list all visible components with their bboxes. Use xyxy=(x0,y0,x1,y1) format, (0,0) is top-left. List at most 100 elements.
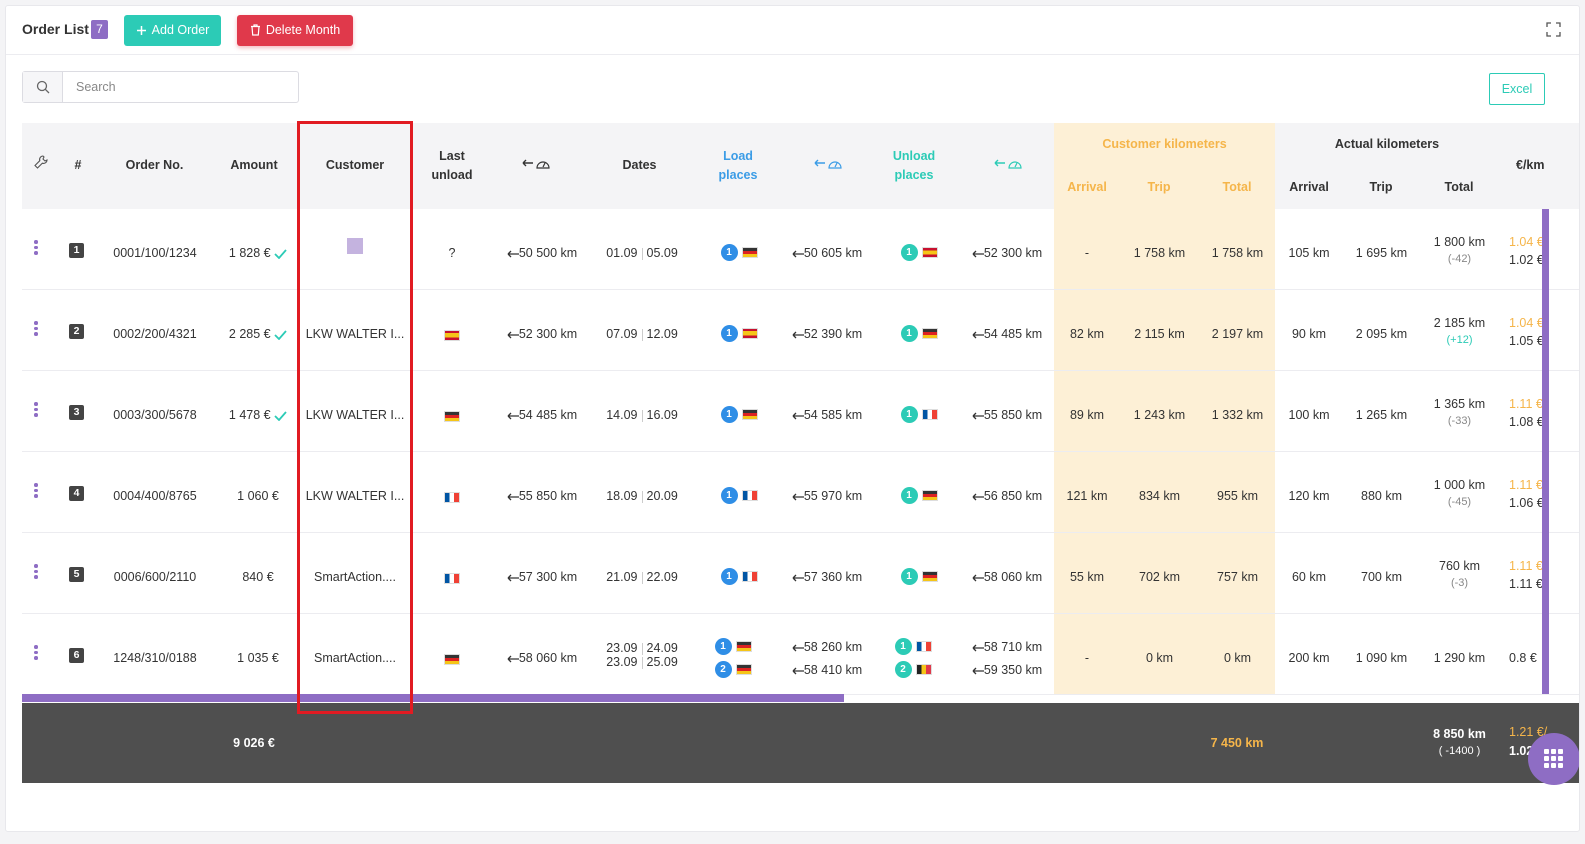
load-place[interactable]: 1 xyxy=(708,638,758,655)
customer-trip-km: 1 243 km xyxy=(1133,408,1186,422)
actual-trip-km: 1 695 km xyxy=(1355,246,1408,260)
row-menu-icon[interactable] xyxy=(34,402,38,419)
row-index: 6 xyxy=(69,648,84,663)
excel-button[interactable]: Excel xyxy=(1489,73,1545,105)
table-row[interactable]: 3 0003/300/5678 1 478 € LKW WALTER I... 54 … xyxy=(22,371,1579,452)
actual-trip-km: 880 km xyxy=(1361,489,1402,503)
customer-total-km: 757 km xyxy=(1217,570,1258,584)
actual-arrival-km: 120 km xyxy=(1288,489,1330,503)
load-place[interactable]: 1 xyxy=(714,568,764,585)
unload-place[interactable]: 2 xyxy=(888,661,938,678)
actual-total-km: 1 365 km xyxy=(1433,397,1486,411)
actual-trip-km: 2 095 km xyxy=(1355,327,1408,341)
unload-place[interactable]: 1 xyxy=(888,638,938,655)
actual-trip-km: 700 km xyxy=(1361,570,1402,584)
customer-total-km: 1 332 km xyxy=(1211,408,1264,422)
unload-place[interactable]: 1 xyxy=(894,244,944,261)
odometer-start-value: 57 300 km xyxy=(518,570,578,584)
customer-name[interactable]: LKW WALTER I... xyxy=(305,327,405,341)
odometer-load-value: 50 605 km xyxy=(803,246,863,260)
odometer-load: 50 605 km xyxy=(777,246,877,260)
unload-stop-number: 1 xyxy=(900,406,918,423)
row-menu-icon[interactable] xyxy=(34,483,38,500)
add-order-label: Add Order xyxy=(151,23,210,37)
row-menu-icon[interactable] xyxy=(34,240,38,257)
customer-trip-km: 0 km xyxy=(1145,651,1174,665)
vertical-scrollbar[interactable] xyxy=(1542,209,1549,694)
row-menu-icon[interactable] xyxy=(34,321,38,338)
eur-per-km-actual: 1.05 € xyxy=(1509,334,1544,348)
odometer-unload-icon xyxy=(984,156,1034,176)
customer-name[interactable]: SmartAction.... xyxy=(314,651,396,665)
flag-icon xyxy=(735,664,752,675)
order-number[interactable]: 0001/100/1234 xyxy=(113,246,197,260)
wrench-icon[interactable] xyxy=(32,155,50,175)
col-unload-places[interactable]: Unload places xyxy=(884,147,944,185)
apps-grid-button[interactable] xyxy=(1528,733,1579,785)
delete-month-label: Delete Month xyxy=(265,23,341,37)
col-dates[interactable]: Dates xyxy=(622,158,657,172)
odometer-unload: 55 850 km xyxy=(957,408,1057,422)
eur-per-km-actual: 1.02 € xyxy=(1509,253,1544,267)
customer-name[interactable]: LKW WALTER I... xyxy=(305,408,405,422)
unload-place[interactable]: 1 xyxy=(894,325,944,342)
customer-arrival-km: - xyxy=(1084,246,1090,260)
flag-icon xyxy=(741,571,758,582)
customer-name[interactable]: LKW WALTER I... xyxy=(305,489,405,503)
last-unload-flag xyxy=(442,652,462,666)
order-number[interactable]: 0004/400/8765 xyxy=(113,489,197,503)
col-last-unload[interactable]: Last unload xyxy=(422,147,482,185)
table-row[interactable]: 4 0004/400/8765 1 060 € LKW WALTER I... 55 8… xyxy=(22,452,1579,533)
search-input[interactable] xyxy=(64,72,294,102)
col-amount[interactable]: Amount xyxy=(230,158,278,172)
row-menu-icon[interactable] xyxy=(34,645,38,662)
col-order-no[interactable]: Order No. xyxy=(125,158,184,172)
table-row[interactable]: 1 0001/100/1234 1 828 € ? 50 500 km 01.09 05.… xyxy=(22,209,1579,290)
date-from: 21.09 xyxy=(606,570,638,584)
fullscreen-icon[interactable] xyxy=(1546,22,1561,42)
order-number[interactable]: 0002/200/4321 xyxy=(113,327,197,341)
add-order-button[interactable]: Add Order xyxy=(124,15,221,46)
unload-place[interactable]: 1 xyxy=(894,487,944,504)
odometer-load-value: 54 585 km xyxy=(803,408,863,422)
odometer-unload-value: 52 300 km xyxy=(983,246,1043,260)
load-place[interactable]: 1 xyxy=(714,487,764,504)
unload-place[interactable]: 1 xyxy=(894,568,944,585)
table-row[interactable]: 5 0006/600/2110 840 € SmartAction.... 57 300… xyxy=(22,533,1579,614)
row-index: 1 xyxy=(69,243,84,258)
unload-place[interactable]: 1 xyxy=(894,406,944,423)
unload-stop-number: 1 xyxy=(900,325,918,342)
odometer-unload: 54 485 km xyxy=(957,327,1057,341)
delete-month-button[interactable]: Delete Month xyxy=(237,15,353,46)
horizontal-scrollbar[interactable] xyxy=(22,694,844,702)
plus-icon xyxy=(136,26,146,35)
customer-name[interactable]: SmartAction.... xyxy=(314,570,396,584)
customer-column-highlight xyxy=(297,121,413,714)
actual-arrival-km: 105 km xyxy=(1288,246,1330,260)
col-index: # xyxy=(74,158,82,172)
load-place[interactable]: 1 xyxy=(714,406,764,423)
row-menu-icon[interactable] xyxy=(34,564,38,581)
amount-value: 1 060 € xyxy=(237,489,279,503)
table-row[interactable]: 2 0002/200/4321 2 285 € LKW WALTER I... 52 … xyxy=(22,290,1579,371)
row-index: 4 xyxy=(69,486,84,501)
flag-icon xyxy=(921,247,938,258)
flag-icon xyxy=(921,409,938,420)
odometer-load: 55 970 km xyxy=(777,489,877,503)
table-row[interactable]: 6 1248/310/0188 1 035 € SmartAction.... 58 0… xyxy=(22,614,1579,695)
customer-trip-km: 1 758 km xyxy=(1133,246,1186,260)
load-place[interactable]: 1 xyxy=(714,244,764,261)
odometer-unload-value: 54 485 km xyxy=(983,327,1043,341)
check-icon xyxy=(274,411,287,422)
odometer-start: 55 850 km xyxy=(492,489,592,503)
actual-total-km: 1 290 km xyxy=(1433,651,1486,665)
order-number[interactable]: 0003/300/5678 xyxy=(113,408,197,422)
order-number[interactable]: 0006/600/2110 xyxy=(113,570,197,584)
col-customer[interactable]: Customer xyxy=(325,158,385,172)
load-place[interactable]: 1 xyxy=(714,325,764,342)
load-place[interactable]: 2 xyxy=(708,661,758,678)
last-unload-flag xyxy=(442,409,462,423)
order-number[interactable]: 1248/310/0188 xyxy=(113,651,197,665)
customer-km-header-bg xyxy=(1054,123,1275,209)
col-load-places[interactable]: Load places xyxy=(708,147,768,185)
